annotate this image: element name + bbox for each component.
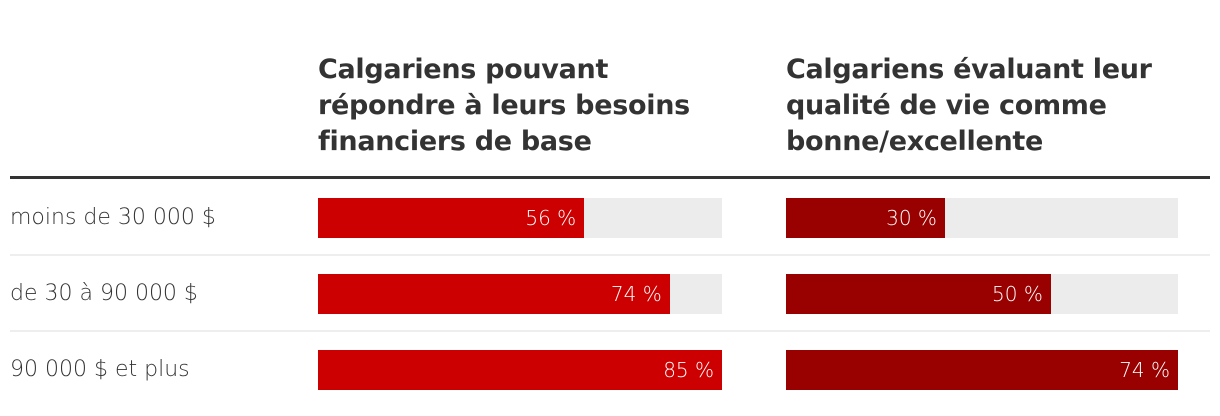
row-divider (10, 254, 1210, 256)
column-header-quality-of-life: Calgariens évaluant leur qualité de vie … (786, 52, 1152, 160)
header-line: bonne/excellente (786, 126, 1043, 157)
column-header-basic-needs: Calgariens pouvant répondre à leurs beso… (318, 52, 690, 160)
bar-track: 50 % (786, 274, 1178, 314)
bar: 74 % (318, 274, 670, 314)
header-line: Calgariens pouvant (318, 54, 609, 85)
row-label: de 30 à 90 000 $ (10, 281, 198, 306)
bar-value-label: 74 % (610, 282, 662, 306)
bar-value-label: 50 % (992, 282, 1043, 306)
bar-value-label: 74 % (1119, 358, 1170, 382)
bar-track: 74 % (786, 350, 1178, 390)
row-divider (10, 330, 1210, 332)
header-line: Calgariens évaluant leur (786, 54, 1152, 85)
row-label: moins de 30 000 $ (10, 205, 216, 230)
bar: 85 % (318, 350, 722, 390)
bar-track: 30 % (786, 198, 1178, 238)
bar-track: 56 % (318, 198, 722, 238)
header-line: qualité de vie comme (786, 90, 1107, 121)
bar: 74 % (786, 350, 1178, 390)
header-line: répondre à leurs besoins (318, 90, 690, 121)
bar-value-label: 85 % (663, 358, 714, 382)
bar: 50 % (786, 274, 1051, 314)
row-label: 90 000 $ et plus (10, 357, 190, 382)
bar: 56 % (318, 198, 585, 238)
bar-value-label: 30 % (886, 206, 937, 230)
bar-value-label: 56 % (525, 206, 577, 230)
header-line: financiers de base (318, 126, 592, 157)
bar: 30 % (786, 198, 945, 238)
header-divider (10, 176, 1210, 179)
bar-track: 85 % (318, 350, 722, 390)
bar-track: 74 % (318, 274, 722, 314)
